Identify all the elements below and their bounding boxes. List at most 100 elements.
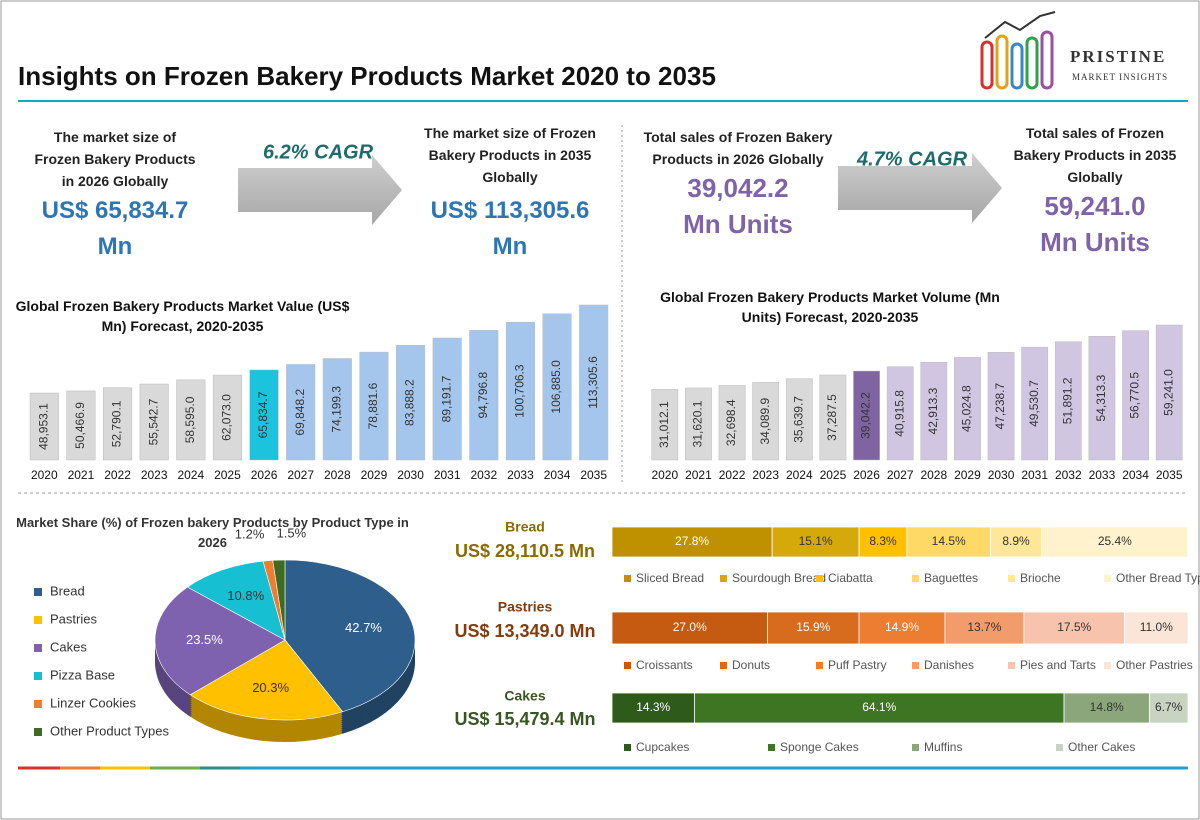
legend-label: Pies and Tarts (1020, 658, 1096, 672)
x-tick-label: 2023 (141, 468, 168, 482)
value-label: 8.9% (1002, 534, 1030, 548)
value-label: 106,885.0 (549, 360, 563, 414)
kpi-value: 59,241.0 (1044, 191, 1146, 221)
x-tick-label: 2035 (1156, 468, 1183, 482)
value-label: 58,595.0 (183, 396, 197, 443)
value-label: 27.8% (675, 534, 709, 548)
legend-label: Ciabatta (828, 571, 873, 585)
value-label: 51,891.2 (1060, 377, 1074, 424)
kpi-text-block: Total sales of Frozen Bakery Products in … (995, 122, 1195, 188)
pie-slice (154, 586, 286, 696)
value-label: 14.5% (932, 534, 966, 548)
x-tick-label: 2026 (251, 468, 278, 482)
kpi-value-block: 59,241.0 Mn Units (995, 188, 1195, 260)
legend-label: Other Cakes (1068, 740, 1135, 754)
legend-marker (624, 744, 631, 751)
x-tick-label: 2023 (752, 468, 779, 482)
chart-title: Bread (505, 519, 545, 535)
logo-name: PRISTINE (1070, 47, 1166, 66)
logo: PRISTINE MARKET INSIGHTS (980, 11, 1168, 90)
value-label: 31,620.1 (691, 400, 705, 447)
x-tick-label: 2025 (820, 468, 847, 482)
kpi-text: in 2026 Globally (61, 173, 169, 189)
value-label: 25.4% (1098, 534, 1132, 548)
legend-label: Muffins (924, 740, 962, 754)
bar (432, 337, 462, 461)
x-tick-label: 2027 (287, 468, 314, 482)
value-label: 14.3% (636, 700, 670, 714)
bar-segment (990, 526, 1043, 558)
value-label: 56,770.5 (1128, 372, 1142, 419)
bar-segment (767, 611, 860, 645)
bar-segment (1063, 692, 1150, 724)
x-tick-label: 2031 (434, 468, 461, 482)
bar-segment (1124, 611, 1189, 645)
bar (29, 392, 59, 461)
legend-label: Cupcakes (636, 740, 689, 754)
legend-marker (1104, 662, 1111, 669)
kpi-value-block: 39,042.2 Mn Units (628, 170, 848, 242)
legend-label: Baguettes (924, 571, 978, 585)
value-label: 11.0% (1140, 620, 1173, 634)
legend-label: Bread (50, 583, 85, 598)
pie-slice (284, 559, 416, 713)
bar (1054, 341, 1082, 461)
value-label: 15.9% (796, 620, 830, 634)
value-label: 42.7% (345, 620, 382, 635)
value-label: 45,024.8 (960, 385, 974, 432)
x-tick-label: 2031 (1021, 468, 1048, 482)
value-label: 78,881.6 (366, 382, 380, 429)
legend-label: Sliced Bread (636, 571, 704, 585)
value-label: 113,305.6 (586, 356, 600, 409)
bar-segment (858, 611, 946, 645)
x-tick-label: 2032 (470, 468, 497, 482)
kpi-text-block: The market size of Frozen Bakery Products… (410, 122, 610, 188)
value-label: 65,834.7 (256, 391, 270, 438)
bar (249, 369, 279, 461)
legend-label: Croissants (636, 658, 693, 672)
pie-slice (272, 559, 286, 641)
chart-title: Cakes (504, 688, 545, 704)
legend-marker (34, 644, 42, 652)
bar (987, 352, 1015, 461)
kpi-text: Bakery Products in 2035 (1013, 147, 1177, 163)
bar-segment (1148, 692, 1189, 724)
bar (212, 374, 242, 461)
value-label: 6.7% (1155, 700, 1183, 714)
x-tick-label: 2025 (214, 468, 241, 482)
legend-marker (1056, 744, 1063, 751)
bar-segment (906, 526, 991, 558)
value-label: 20.3% (252, 680, 289, 695)
legend-label: Linzer Cookies (50, 695, 136, 710)
value-label: 13.7% (967, 620, 1001, 634)
kpi-text: Globally (482, 169, 538, 185)
page-title: Insights on Frozen Bakery Products Marke… (18, 61, 716, 91)
bar (920, 361, 948, 461)
value-label: 52,790.1 (110, 400, 124, 447)
legend-label: Brioche (1020, 571, 1061, 585)
kpi-text: Globally (1067, 169, 1123, 185)
bar (886, 366, 914, 461)
value-label: 55,542.7 (146, 398, 160, 445)
kpi-text: Frozen Bakery Products (34, 151, 196, 167)
x-tick-label: 2029 (954, 468, 981, 482)
kpi-value: 39,042.2 (687, 173, 789, 203)
value-label: 69,848.2 (293, 389, 307, 436)
bar (1155, 324, 1183, 461)
kpi-value: Mn (492, 233, 528, 260)
legend-marker (720, 662, 727, 669)
x-tick-label: 2022 (719, 468, 746, 482)
legend-label: Puff Pastry (828, 658, 886, 672)
legend-label: Sponge Cakes (780, 740, 859, 754)
logo-tagline: MARKET INSIGHTS (1072, 72, 1168, 82)
pie-slice (189, 639, 344, 721)
kpi-text: Bakery Products in 2035 (428, 147, 592, 163)
legend-marker (720, 575, 727, 582)
x-tick-label: 2034 (1122, 468, 1149, 482)
chart-title: Pastries (498, 599, 553, 615)
value-label: 8.3% (869, 534, 897, 548)
bar (819, 374, 847, 461)
